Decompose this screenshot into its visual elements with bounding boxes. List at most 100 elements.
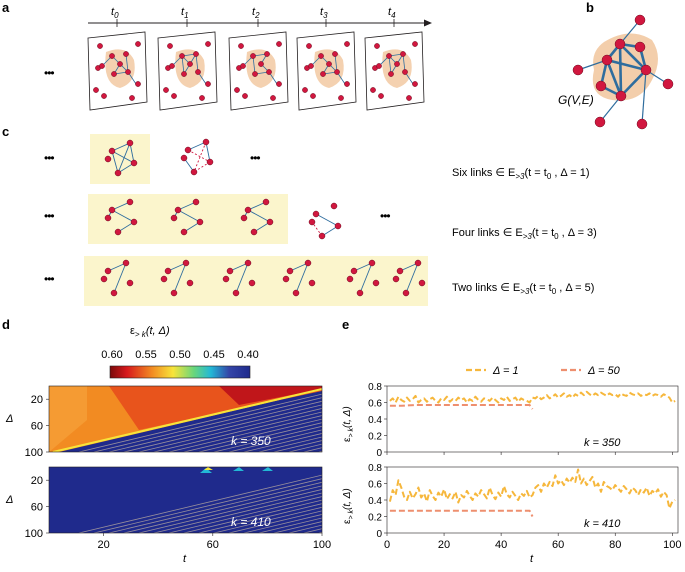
time-label-sub: 1 [184, 11, 188, 20]
time-frame [87, 31, 148, 111]
heatmap-k410-frame [48, 466, 323, 534]
row3-ellipsis-left: ••• [44, 272, 54, 286]
time-label-sub: 2 [254, 11, 260, 20]
y-tick-label: 0.2 [368, 513, 382, 524]
link [167, 262, 187, 272]
link [295, 262, 309, 294]
node [117, 61, 123, 67]
hatch-line [198, 503, 322, 533]
time-label: t0 [111, 6, 119, 20]
node [111, 71, 117, 77]
y-tick-label: 100 [25, 528, 43, 540]
time-label-base: t [111, 6, 115, 18]
node [370, 87, 376, 93]
node [222, 275, 230, 283]
node [400, 51, 406, 57]
hatch-line [78, 474, 322, 533]
node [318, 53, 324, 59]
hatch-line [93, 478, 322, 533]
time-label: t4 [388, 6, 396, 20]
node [171, 93, 177, 99]
node [205, 81, 211, 87]
heatmap-k350-hatch [78, 393, 322, 452]
node [99, 63, 105, 69]
link [359, 262, 373, 294]
node [238, 43, 244, 49]
node [378, 93, 384, 99]
time-label-sub: 4 [391, 11, 396, 20]
row1-caption: Six links ∈ E>3(t = t0 , Δ = 1) [452, 167, 590, 181]
plot-frame [386, 385, 679, 453]
node [334, 69, 340, 75]
node [199, 95, 205, 101]
heatmap-k350-warm-region [49, 386, 322, 452]
legend-label-delta50: Δ = 50 [587, 365, 621, 377]
link [619, 43, 647, 71]
hatch-line [228, 429, 322, 452]
node [108, 147, 116, 155]
time-frame [228, 31, 289, 111]
link [252, 55, 256, 75]
link [111, 209, 135, 223]
node [206, 158, 214, 166]
community-blob [314, 49, 344, 88]
link [111, 150, 135, 164]
link [405, 262, 419, 294]
link [618, 43, 623, 97]
link [605, 59, 623, 97]
x-tick-label: 40 [495, 539, 507, 551]
colorbar-label: ε> k(t, Δ) [130, 325, 170, 339]
panel-label-a: a [2, 0, 10, 15]
heatmap-axes: 20 60 100 20 60 100 20 60 100 [25, 394, 332, 551]
node [640, 64, 652, 76]
node [595, 80, 607, 92]
x-tick-label: 60 [207, 539, 219, 551]
node [108, 206, 116, 214]
series-line-delta1 [389, 390, 676, 404]
node [402, 289, 410, 297]
time-label-sub: 0 [114, 11, 119, 20]
hatch-line [243, 433, 322, 452]
hatch-line [168, 415, 322, 452]
node [192, 198, 200, 206]
node [104, 155, 112, 163]
node [374, 43, 380, 49]
node [615, 90, 627, 102]
colorbar-tick-label: 0.50 [169, 349, 190, 361]
node [135, 81, 141, 87]
motif-snapshot [160, 259, 194, 297]
node [402, 69, 408, 75]
heatmap-k410-ylabel: Δ [5, 494, 13, 506]
link [334, 53, 338, 73]
motif-snapshot [392, 259, 426, 297]
node [308, 63, 314, 69]
highlight-delta1 [90, 134, 150, 184]
hatch-line [273, 440, 322, 452]
node [344, 81, 350, 87]
heatmap-xlabel: t [183, 553, 187, 565]
node [114, 228, 122, 236]
node [163, 87, 169, 93]
node [100, 275, 108, 283]
node [110, 289, 118, 297]
node [135, 41, 141, 47]
node [344, 41, 350, 47]
y-tick-label: 0 [376, 529, 382, 540]
hatch-line [108, 481, 322, 533]
node [179, 53, 185, 59]
node [350, 267, 358, 275]
y-tick-label: 0.8 [368, 382, 382, 393]
node [232, 289, 240, 297]
heatmap-k410 [48, 466, 323, 534]
x-tick-label: 100 [663, 539, 681, 551]
network-graph [572, 14, 674, 130]
x-tick-label: 20 [97, 539, 109, 551]
hatch-line [288, 443, 322, 452]
node [346, 275, 354, 283]
motif-snapshot [170, 198, 204, 236]
motif-snapshot [240, 198, 274, 236]
panel-a-ellipsis: ••• [44, 66, 54, 80]
x-tick-label: 100 [313, 539, 331, 551]
node [248, 279, 256, 287]
